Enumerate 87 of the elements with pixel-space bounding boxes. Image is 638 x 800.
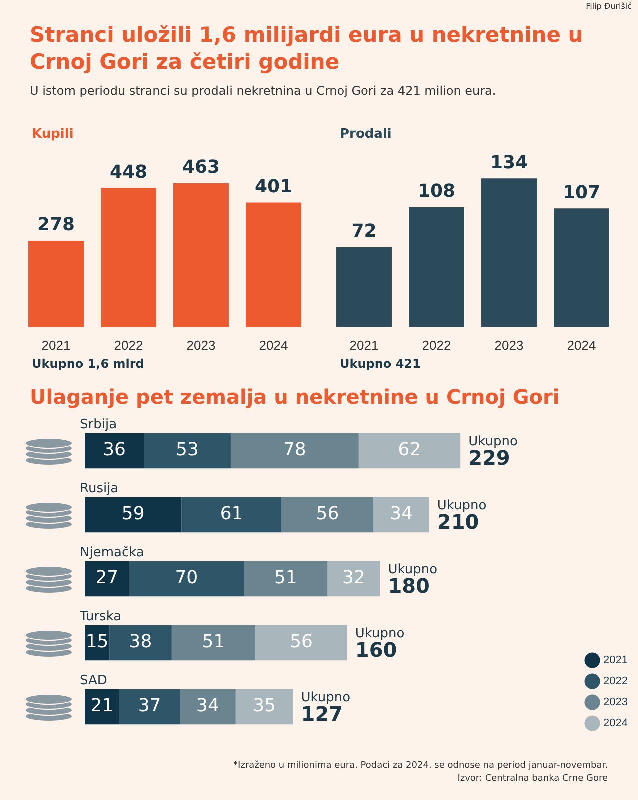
data-label: 108: [418, 181, 456, 202]
legend-label: 2024: [604, 718, 628, 730]
bar: [236, 689, 294, 725]
bar: [409, 208, 464, 328]
bar: [336, 247, 392, 328]
data-label: 56: [290, 632, 313, 653]
bar: [282, 497, 374, 533]
bar: [230, 433, 359, 469]
text: U istom periodu stranci su prodali nekretnina u Crnoj Gori za 421 milion eura.: [30, 84, 498, 98]
data-label: 32: [342, 568, 366, 589]
data-label: 107: [562, 182, 601, 204]
total-label: Ukupno 210: [437, 498, 487, 534]
bar: [101, 188, 156, 328]
bar: [85, 497, 182, 533]
bar: [110, 625, 172, 661]
data-label: 448: [110, 162, 148, 183]
data-label: 278: [37, 214, 76, 236]
data-label: 70: [175, 568, 198, 589]
bar: [180, 689, 236, 725]
bar: [119, 689, 180, 725]
data-label: 51: [274, 568, 298, 589]
data-label: 35: [253, 696, 276, 717]
x-tick-label: 2023: [186, 338, 216, 353]
total-label: Ukupno 180: [388, 562, 438, 598]
text: *Izraženo u milionima eura. Podaci za 2024. se odnose na period januar-novembar.: [234, 760, 608, 773]
bar: [85, 433, 144, 469]
data-label: 61: [220, 504, 244, 525]
total-label: Ukupno 160: [355, 626, 405, 662]
text: Ukupno 421: [340, 357, 422, 371]
bar: [28, 241, 84, 328]
y-tick-label: Rusija: [80, 481, 119, 496]
data-label: 401: [254, 176, 293, 198]
bar: [85, 561, 130, 597]
chart-title: Kupili: [32, 127, 75, 142]
x-tick-label: 2023: [494, 338, 524, 353]
legend-label: 2022: [604, 676, 628, 688]
bar: [482, 178, 537, 328]
y-tick-label: Srbija: [80, 417, 118, 432]
data-label: 34: [390, 504, 413, 525]
data-label: 134: [490, 152, 528, 174]
text: Ukupno 1,6 mlrd: [32, 357, 146, 371]
bar: [246, 202, 302, 328]
bar: [174, 184, 229, 328]
bar: [358, 433, 461, 469]
y-tick-label: SAD: [80, 673, 108, 688]
x-tick-label: 2024: [259, 338, 288, 353]
data-label: 463: [182, 157, 220, 178]
chart-title: Ulaganje pet zemalja u nekretnine u Crnoj Gori: [29, 384, 561, 409]
data-label: 27: [96, 568, 119, 589]
bar: [85, 689, 120, 725]
x-tick-label: 2021: [42, 338, 71, 353]
data-label: 53: [176, 440, 199, 461]
bar: [244, 561, 328, 597]
text: Izvor: Centralna banka Crne Gore: [456, 773, 608, 786]
bar: [256, 625, 348, 661]
chart-title: Prodali: [340, 127, 393, 142]
text: Stranci uložili 1,6 milijardi eura u nekretnine u Crnoj Gori za četiri godine: [30, 22, 584, 76]
data-label: 56: [316, 504, 340, 525]
data-label: 78: [283, 440, 306, 461]
bar: [554, 208, 610, 328]
x-tick-label: 2024: [567, 338, 596, 353]
legend-label: 2021: [604, 654, 628, 667]
data-label: 34: [196, 696, 220, 717]
data-label: 51: [202, 632, 226, 653]
data-label: 15: [86, 632, 109, 653]
data-label: 36: [103, 440, 126, 461]
x-tick-label: 2021: [350, 338, 379, 353]
y-tick-label: Njemačka: [80, 545, 144, 560]
bar: [182, 497, 282, 533]
bar: [129, 561, 244, 597]
y-tick-label: Turska: [79, 609, 122, 624]
legend-label: 2023: [604, 696, 628, 709]
data-label: 21: [90, 696, 114, 717]
total-label: Ukupno 229: [468, 434, 518, 470]
data-label: 72: [352, 221, 377, 242]
bar: [374, 497, 430, 533]
bar: [328, 561, 380, 597]
x-tick-label: 2022: [422, 338, 452, 353]
total-label: Ukupno 127: [301, 690, 351, 726]
bar: [144, 433, 231, 469]
data-label: 38: [129, 632, 152, 653]
bar: [172, 625, 256, 661]
data-label: 59: [122, 504, 145, 525]
data-label: 37: [138, 696, 162, 717]
x-tick-label: 2022: [114, 338, 144, 353]
text: Filip Đurišić: [586, 2, 632, 11]
data-label: 62: [398, 440, 422, 461]
